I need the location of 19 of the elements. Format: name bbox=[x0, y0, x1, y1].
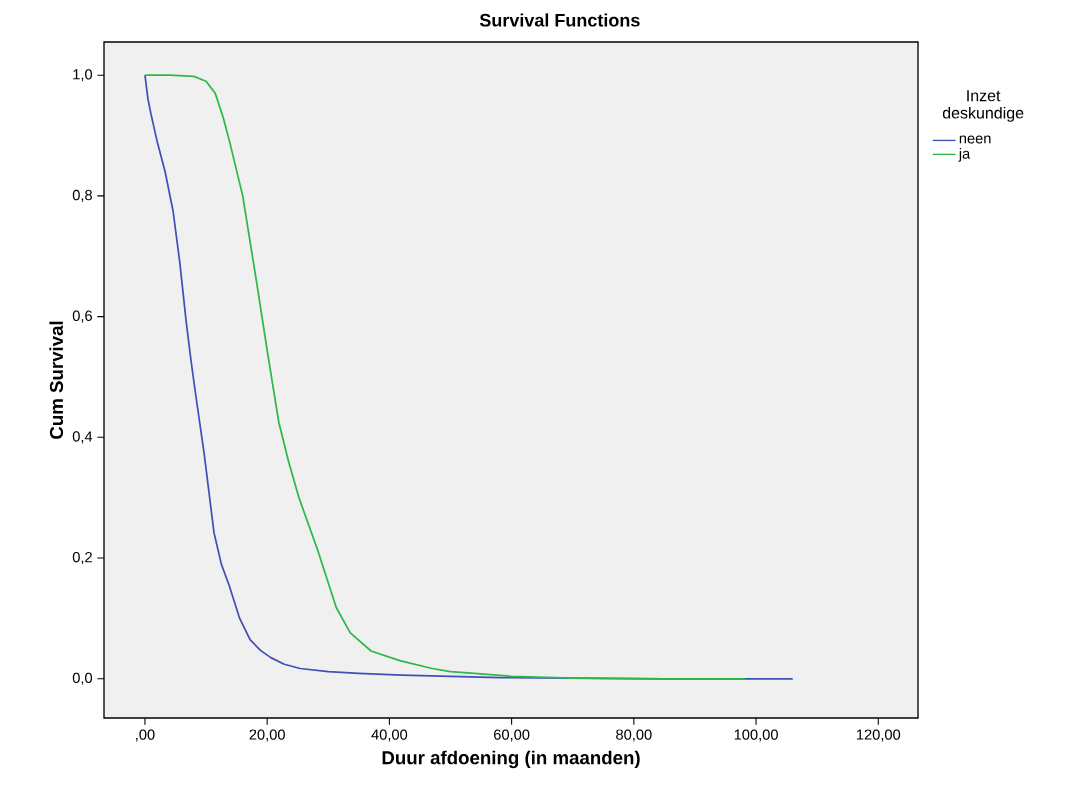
x-tick-label: ,00 bbox=[136, 729, 155, 742]
y-axis-title: Cum Survival bbox=[49, 321, 64, 439]
y-tick-label: 0,8 bbox=[72, 189, 92, 202]
y-tick-label: 0,0 bbox=[72, 672, 93, 685]
x-tick-label: 120,00 bbox=[856, 729, 901, 742]
y-tick-label: 0,2 bbox=[72, 552, 92, 565]
x-axis-title: Duur afdoening (in maanden) bbox=[382, 750, 640, 769]
x-tick-label: 60,00 bbox=[494, 729, 530, 742]
x-tick-label: 40,00 bbox=[371, 729, 408, 742]
x-tick-label: 20,00 bbox=[249, 729, 285, 742]
chart-title: Survival Functions bbox=[479, 13, 640, 27]
y-tick-label: 1,0 bbox=[73, 69, 93, 82]
legend-title: Inzet deskundige bbox=[942, 90, 1024, 122]
y-tick-label: 0,6 bbox=[72, 310, 92, 323]
legend-label: neen bbox=[959, 135, 991, 144]
legend-label: ja bbox=[958, 148, 971, 162]
y-tick-label: 0,4 bbox=[72, 431, 93, 444]
x-tick-label: 100,00 bbox=[734, 729, 778, 742]
x-tick-label: 80,00 bbox=[616, 729, 652, 742]
